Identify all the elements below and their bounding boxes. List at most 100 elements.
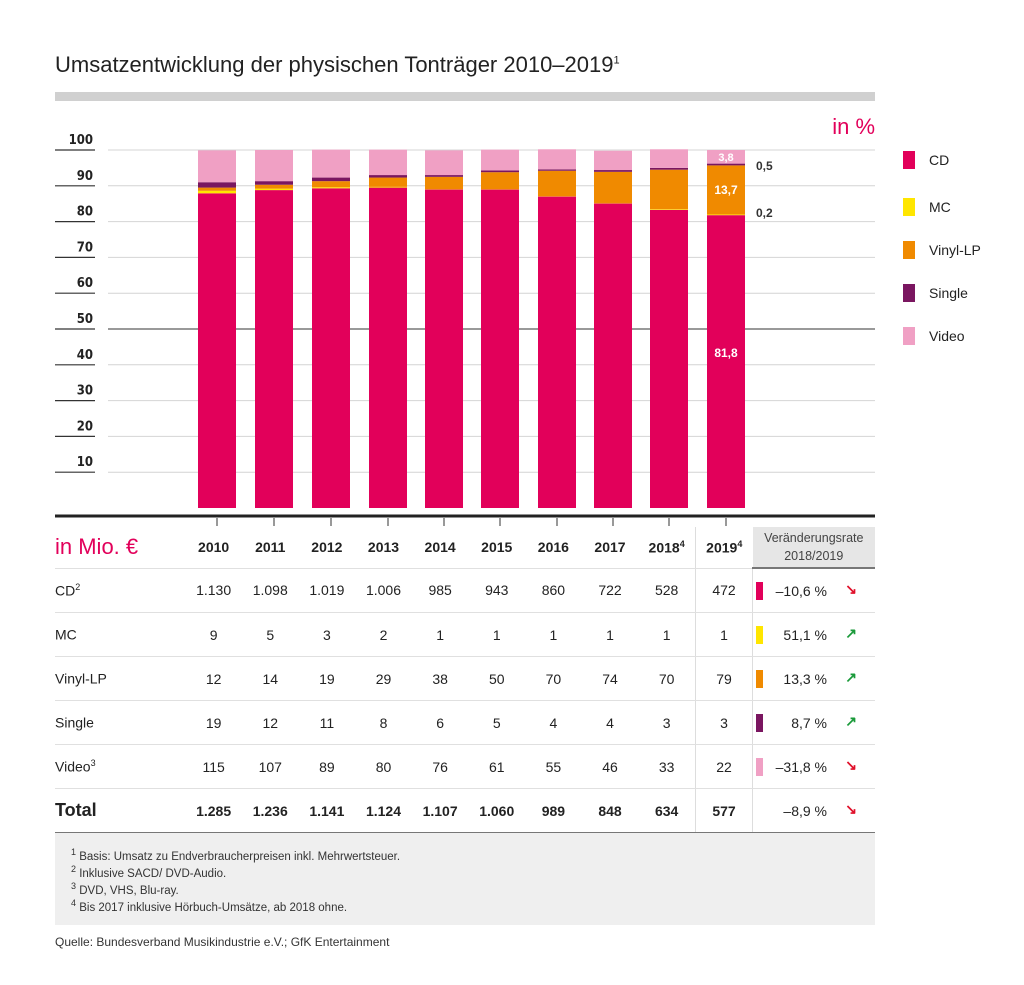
footnote-ref: 3 [90, 758, 96, 769]
cell-value: 1.141 [298, 788, 356, 834]
color-marker [756, 670, 764, 688]
legend-item-single: Single [903, 283, 968, 303]
cell-value: 943 [468, 568, 526, 613]
cell-value: 22 [694, 744, 753, 789]
change-rate-value: 8,7 % [791, 714, 827, 731]
y-tick-label: 50 [77, 312, 93, 327]
cell-value: 989 [525, 788, 582, 834]
unit-label: in % [832, 114, 875, 139]
footnote: 3 DVD, VHS, Blu-ray. [71, 881, 179, 897]
bar-segment-cd-2011 [255, 190, 293, 508]
change-rate-header: Veränderungsrate 2018/2019 [752, 527, 875, 569]
bar-segment-vinyl-lp-2013 [369, 177, 407, 187]
year-header: 2010 [185, 527, 242, 569]
y-tick-label: 90 [77, 169, 93, 184]
cell-value: 79 [694, 656, 753, 701]
legend-swatch [903, 151, 915, 169]
data-label-vinyl-2019: 13,7 [714, 183, 738, 197]
bar-segment-vinyl-lp-2018 [650, 169, 688, 210]
legend-item-cd: CD [903, 150, 949, 170]
bar-segment-cd-2017 [594, 203, 632, 509]
row-label-text: MC [55, 626, 77, 643]
year-header-2019: 20194 [694, 527, 753, 569]
legend-label: Single [929, 285, 968, 301]
cell-value: 29 [355, 656, 412, 701]
cell-value: 89 [298, 744, 356, 789]
change-rate-cell: –8,9 % ↘ [752, 788, 875, 834]
cell-value: 11 [298, 700, 356, 745]
bar-segment-video-2012 [312, 149, 350, 178]
footnote-text: Bis 2017 inklusive Hörbuch-Umsätze, ab 2… [79, 901, 348, 914]
year-header: 2013 [355, 527, 412, 569]
cell-value: 1.060 [468, 788, 526, 834]
legend-item-vinyl-lp: Vinyl-LP [903, 240, 981, 260]
cell-value: 61 [468, 744, 526, 789]
cell-value: 1.236 [241, 788, 299, 834]
change-header-line2: 2018/2019 [784, 549, 844, 563]
color-marker [756, 714, 764, 732]
bar-segment-single-2014 [425, 175, 463, 177]
cell-value: 4 [525, 700, 582, 745]
y-tick-label: 20 [77, 419, 93, 434]
y-tick-label: 100 [69, 133, 93, 148]
data-label-cd-2019: 81,8 [714, 346, 738, 360]
bar-segment-single-2011 [255, 181, 293, 185]
cell-value: 55 [525, 744, 582, 789]
footnote-number: 1 [71, 847, 77, 857]
bar-segment-cd-2010 [198, 193, 236, 508]
data-label-video-2019: 3,8 [718, 152, 733, 164]
bar-segment-cd-2015 [481, 189, 519, 508]
trend-down-arrow-icon: ↘ [845, 801, 857, 817]
cell-value: 50 [468, 656, 526, 701]
cell-value: 1.019 [298, 568, 356, 613]
cell-value: 1 [581, 612, 639, 657]
y-tick-label: 70 [77, 240, 93, 255]
cell-value: 1 [525, 612, 582, 657]
color-marker [756, 758, 764, 776]
row-label: Vinyl-LP [55, 656, 186, 701]
legend-item-video: Video [903, 326, 965, 346]
bar-segment-single-2017 [594, 170, 632, 172]
legend-swatch [903, 327, 915, 345]
cell-value: 12 [185, 656, 242, 701]
bar-segment-video-2011 [255, 150, 293, 182]
footnote: 2 Inklusive SACD/ DVD-Audio. [71, 864, 226, 880]
change-rate-cell: 8,7 % ↗ [752, 700, 875, 745]
cell-value: 107 [241, 744, 299, 789]
change-header-line1: Veränderungsrate [764, 531, 864, 545]
table-row-total: Total 1.285 1.236 1.141 1.124 1.107 1.060 989 84… [55, 788, 875, 834]
bar-segment-vinyl-lp-2015 [481, 172, 519, 190]
cell-value: 8 [355, 700, 412, 745]
change-rate-cell: –31,8 % ↘ [752, 744, 875, 789]
table-unit: in Mio. € [55, 527, 186, 569]
cell-value: 1.107 [411, 788, 469, 834]
cell-value: 1.130 [185, 568, 242, 613]
legend-swatch [903, 284, 915, 302]
cell-value: 2 [355, 612, 412, 657]
cell-value: 70 [638, 656, 696, 701]
trend-down-arrow-icon: ↘ [845, 581, 857, 597]
bar-segment-cd-2019 [707, 215, 745, 508]
table-row-mc: MC 9 5 3 2 1 1 1 1 1 1 51,1 % ↗ [55, 612, 875, 657]
row-label: Single [55, 700, 186, 745]
row-label-text: Single [55, 714, 94, 731]
bar-segment-vinyl-lp-2019 [707, 165, 745, 215]
legend-item-mc: MC [903, 197, 951, 217]
bar-segment-video-2017 [594, 150, 632, 171]
bar-segment-cd-2018 [650, 209, 688, 508]
cell-value: 3 [694, 700, 753, 745]
footnote-ref: 4 [737, 538, 743, 549]
bar-segment-single-2018 [650, 167, 688, 170]
bar-segment-video-2014 [425, 150, 463, 176]
title-footnote: 1 [613, 54, 620, 67]
cell-value: 1 [694, 612, 753, 657]
color-marker [756, 582, 764, 600]
bar-segment-video-2018 [650, 149, 688, 168]
bar-segment-cd-2016 [538, 196, 576, 509]
change-rate-value: 51,1 % [783, 626, 827, 643]
trend-up-arrow-icon: ↗ [845, 669, 857, 685]
table-row-single: Single 19 12 11 8 6 5 4 4 3 3 8,7 % ↗ [55, 700, 875, 745]
year-header-2018: 20184 [638, 527, 696, 569]
cell-value: 848 [581, 788, 639, 834]
